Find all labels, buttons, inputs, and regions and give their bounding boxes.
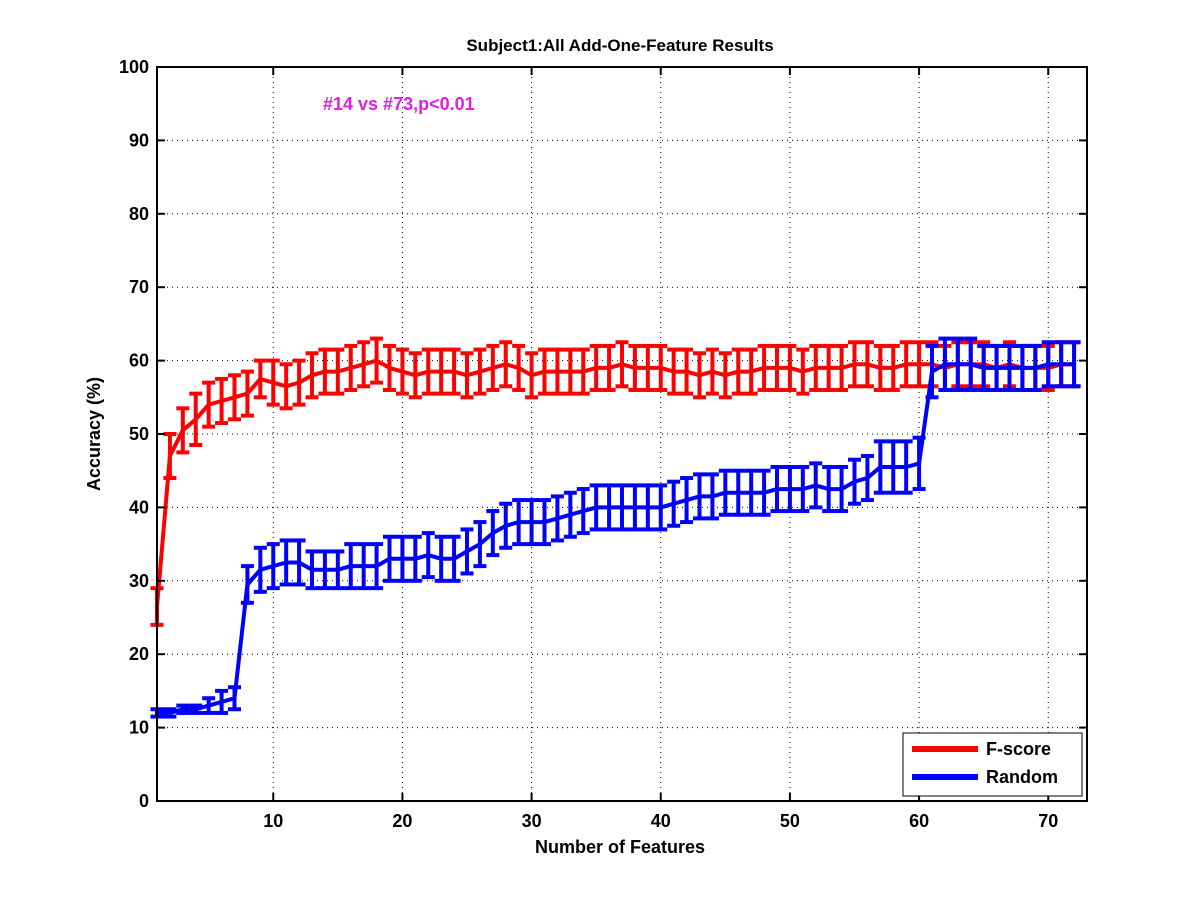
y-tick-label: 60 xyxy=(129,351,149,371)
x-axis-label: Number of Features xyxy=(535,837,705,857)
x-tick-label: 60 xyxy=(909,811,929,831)
x-tick-label: 20 xyxy=(392,811,412,831)
legend-label-f-score: F-score xyxy=(986,739,1051,759)
y-tick-label: 40 xyxy=(129,497,149,517)
y-tick-label: 0 xyxy=(139,791,149,811)
x-tick-label: 70 xyxy=(1038,811,1058,831)
y-tick-label: 90 xyxy=(129,130,149,150)
series-random xyxy=(150,336,1081,719)
y-tick-label: 80 xyxy=(129,204,149,224)
legend-label-random: Random xyxy=(986,767,1058,787)
series-line-f-score xyxy=(155,358,1075,607)
y-tick-label: 10 xyxy=(129,718,149,738)
legend: F-score Random xyxy=(902,732,1083,797)
x-tick-label: 40 xyxy=(651,811,671,831)
x-tick-label: 30 xyxy=(522,811,542,831)
axes: 10 20 30 40 50 60 70 0 10 20 30 40 50 60 70 80 90 100 xyxy=(119,57,1088,831)
series-line-random xyxy=(157,362,1075,715)
y-tick-label: 100 xyxy=(119,57,149,77)
y-axis-label: Accuracy (%) xyxy=(84,377,104,491)
y-tick-label: 50 xyxy=(129,424,149,444)
y-tick-label: 20 xyxy=(129,644,149,664)
annotation-text: #14 vs #73,p<0.01 xyxy=(323,94,475,114)
x-tick-label: 10 xyxy=(263,811,283,831)
y-tick-label: 70 xyxy=(129,277,149,297)
legend-box xyxy=(902,732,1083,797)
chart-title: Subject1:All Add-One-Feature Results xyxy=(466,36,773,55)
x-tick-label: 50 xyxy=(780,811,800,831)
y-tick-label: 30 xyxy=(129,571,149,591)
